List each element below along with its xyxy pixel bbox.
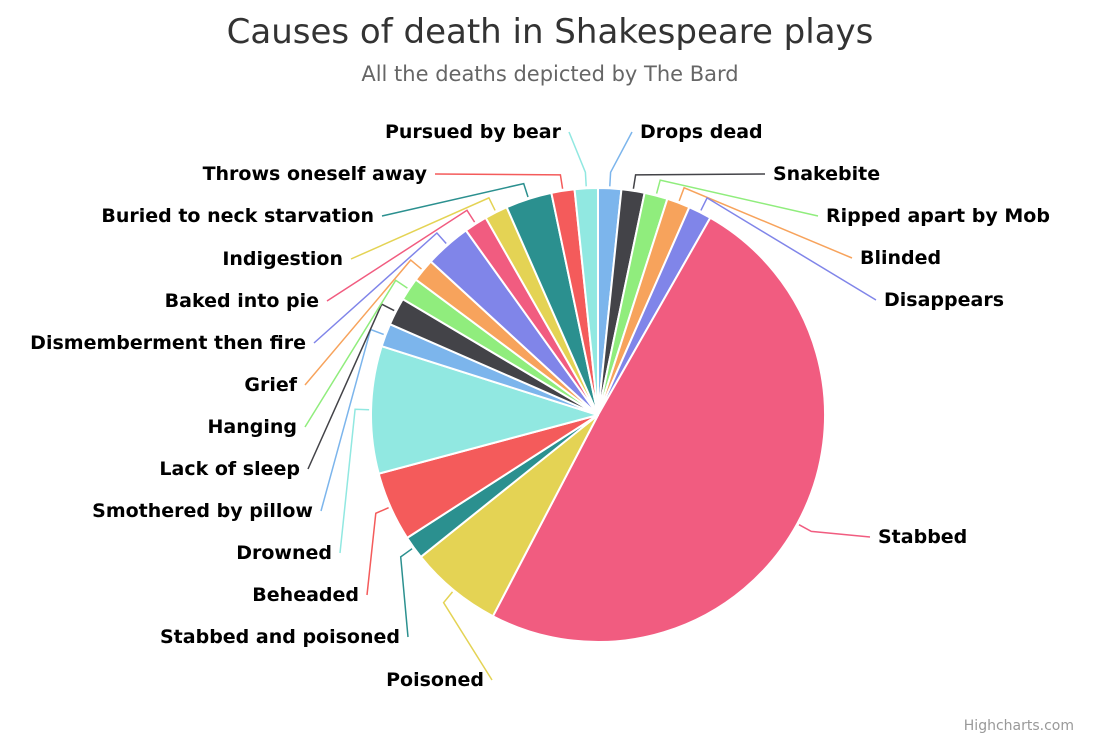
label-connector [632, 173, 766, 189]
slice-label: Snakebite [773, 163, 880, 185]
slice-label: Stabbed and poisoned [160, 626, 400, 648]
credits-link[interactable]: Highcharts.com [963, 718, 1074, 734]
label-connector [381, 182, 529, 217]
label-connector [609, 131, 633, 187]
slice-label: Smothered by pillow [92, 500, 313, 522]
label-connector [350, 196, 496, 260]
label-connector [798, 524, 871, 538]
slice-label: Buried to neck starvation [101, 205, 374, 227]
slice-label: Dismemberment then fire [30, 332, 306, 354]
label-connector [366, 507, 389, 596]
slice-label: Grief [244, 374, 297, 396]
chart-subtitle: All the deaths depicted by The Bard [361, 62, 739, 86]
slice-label: Throws oneself away [203, 163, 428, 185]
pie-slice[interactable] [491, 216, 826, 644]
pie-slice[interactable] [573, 187, 599, 416]
label-connector [568, 131, 587, 187]
slice-label: Drops dead [640, 121, 763, 143]
slice-label: Lack of sleep [159, 458, 300, 480]
label-connector [399, 548, 413, 638]
label-connector [655, 179, 819, 217]
slice-label: Baked into pie [165, 290, 319, 312]
label-connector [339, 408, 370, 554]
slice-label: Poisoned [386, 669, 484, 691]
slice-label: Drowned [236, 542, 332, 564]
slice-label: Indigestion [222, 248, 343, 270]
slice-label: Beheaded [252, 584, 359, 606]
slice-label: Blinded [860, 247, 941, 269]
slice-label: Stabbed [878, 526, 967, 548]
pie-slice[interactable] [370, 345, 599, 475]
slice-label: Hanging [208, 416, 298, 438]
label-connector [313, 231, 447, 344]
label-connector [700, 196, 877, 301]
label-connector [442, 591, 493, 681]
label-connector [326, 209, 476, 302]
slice-label: Ripped apart by Mob [826, 205, 1050, 227]
label-connector [304, 279, 408, 428]
chart-title: Causes of death in Shakespeare plays [226, 12, 874, 52]
label-connector [434, 173, 564, 189]
slice-label: Pursued by bear [385, 121, 562, 143]
label-connector [678, 186, 853, 259]
label-connector [304, 259, 422, 386]
slice-label: Disappears [884, 289, 1004, 311]
